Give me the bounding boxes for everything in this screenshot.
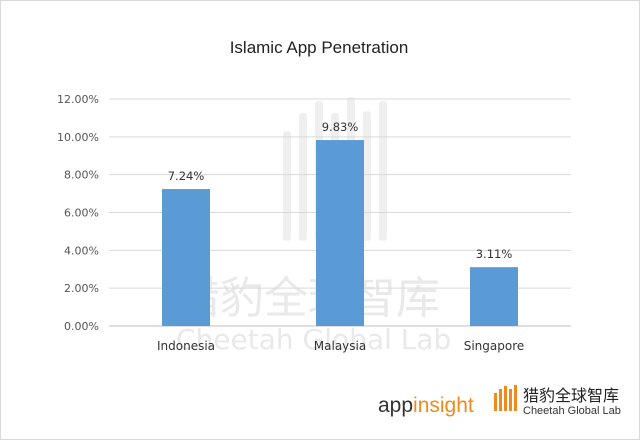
watermark: 猎豹全球智库 Cheetah Global Lab: [176, 97, 451, 356]
y-tick-label: 0.00%: [64, 320, 99, 333]
appinsight-app-text: app: [378, 394, 413, 417]
bar-indonesia: [162, 189, 210, 326]
bars: [162, 140, 518, 326]
x-tick-label: Singapore: [464, 339, 525, 353]
x-tick-label: Malaysia: [314, 339, 366, 353]
data-label: 3.11%: [476, 247, 513, 261]
cheetah-en-text: Cheetah Global Lab: [523, 405, 621, 417]
y-tick-label: 2.00%: [64, 282, 99, 295]
data-labels: 7.24% 9.83% 3.11%: [168, 120, 513, 261]
y-axis-ticks: 0.00% 2.00% 4.00% 6.00% 8.00% 10.00% 12.00%: [57, 93, 99, 333]
y-tick-label: 12.00%: [57, 93, 99, 106]
appinsight-insight-text: insight: [413, 394, 474, 417]
cheetah-cn-text: 猎豹全球智库: [523, 386, 619, 405]
watermark-cn-text: 猎豹全球智库: [176, 273, 440, 324]
cheetah-bars-icon: [494, 385, 517, 411]
data-label: 9.83%: [322, 120, 359, 134]
x-tick-label: Indonesia: [157, 339, 215, 353]
bar-malaysia: [316, 140, 364, 326]
cheetah-logo: 猎豹全球智库 Cheetah Global Lab: [494, 385, 621, 417]
appinsight-logo: appinsight: [378, 394, 474, 417]
chart-title: Islamic App Penetration: [230, 38, 409, 57]
y-tick-label: 8.00%: [64, 169, 99, 182]
bar-singapore: [470, 267, 518, 326]
watermark-en-text: Cheetah Global Lab: [176, 323, 451, 356]
x-axis-categories: Indonesia Malaysia Singapore: [157, 339, 524, 353]
y-tick-label: 10.00%: [57, 131, 99, 144]
svg-text:appinsight: appinsight: [378, 394, 474, 417]
data-label: 7.24%: [168, 169, 205, 183]
y-tick-label: 4.00%: [64, 244, 99, 257]
y-tick-label: 6.00%: [64, 207, 99, 220]
